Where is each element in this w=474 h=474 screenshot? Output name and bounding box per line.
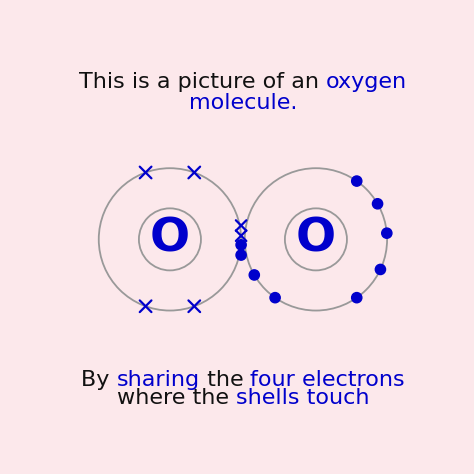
Text: By: By — [81, 370, 117, 390]
Circle shape — [375, 264, 385, 274]
Text: This is a picture of an: This is a picture of an — [79, 73, 326, 92]
Text: oxygen: oxygen — [326, 73, 407, 92]
Circle shape — [373, 199, 383, 209]
Text: sharing: sharing — [117, 370, 200, 390]
Text: the: the — [200, 370, 250, 390]
Circle shape — [236, 240, 246, 250]
Text: molecule.: molecule. — [189, 92, 297, 112]
Text: four electrons: four electrons — [250, 370, 405, 390]
Circle shape — [352, 292, 362, 303]
Text: O: O — [150, 217, 190, 262]
Circle shape — [236, 250, 246, 260]
Circle shape — [352, 176, 362, 186]
Circle shape — [382, 228, 392, 238]
Text: shells touch: shells touch — [236, 388, 369, 408]
Text: where the: where the — [117, 388, 236, 408]
Text: O: O — [296, 217, 336, 262]
Circle shape — [249, 270, 259, 280]
Circle shape — [270, 292, 280, 303]
